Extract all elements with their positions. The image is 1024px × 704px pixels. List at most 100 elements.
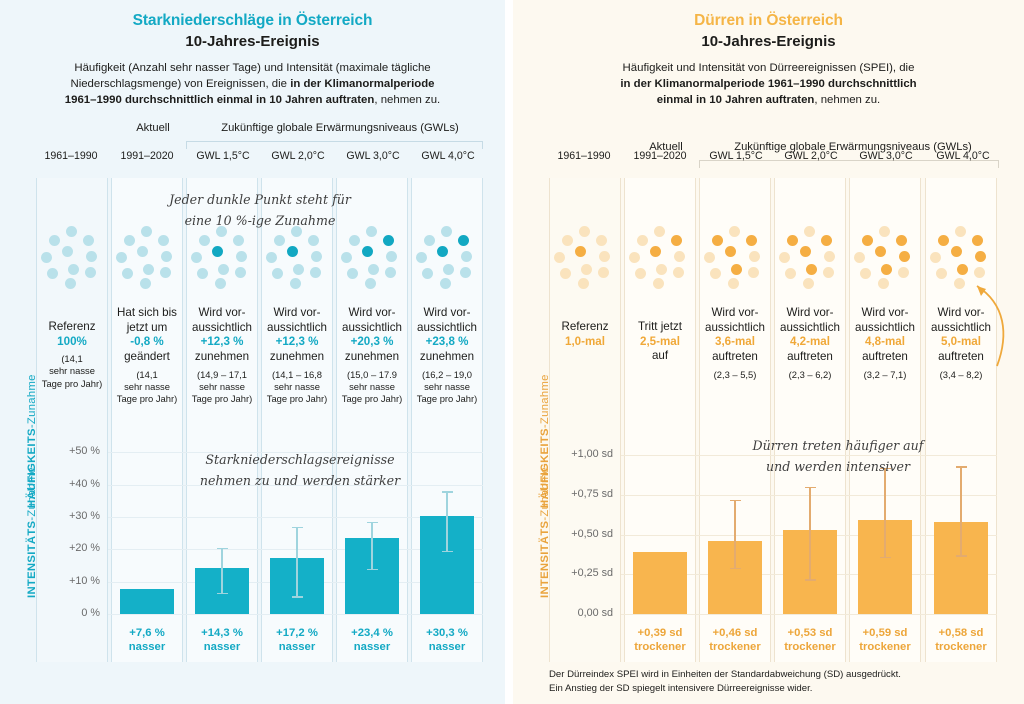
right-grid: HÄUFIGKEITS-Zunahme INTENSITÄTS-Zunahme … xyxy=(513,178,1024,662)
left-freq-text-2: Wird vor-aussichtlich +12,3 % zunehmen (14,… xyxy=(186,306,258,405)
pictogram-dot-light xyxy=(347,268,358,279)
pictogram-dot-light xyxy=(199,235,210,246)
pictogram-dot-light xyxy=(197,268,208,279)
chart-y-tick-label: 0 % xyxy=(81,607,100,619)
right-intro: Häufigkeit und Intensität von Dürreereig… xyxy=(513,60,1024,109)
pictogram-dot-light xyxy=(311,251,322,262)
chart-error-cap-upper xyxy=(804,486,816,489)
chart-bar-label: +0,53 sd trockener xyxy=(784,627,836,654)
left-annotation-intensity-line1: Starkniederschlagsereignisse xyxy=(205,452,395,467)
right-title: Dürren in Österreich xyxy=(694,12,843,29)
chart-error-cap-upper xyxy=(216,547,228,550)
right-footnote-line1: Der Dürreindex SPEI wird in Einheiten de… xyxy=(549,669,901,680)
pictogram-dot-light xyxy=(122,268,133,279)
right-header-current: Aktuell xyxy=(649,140,683,153)
pictogram-dot-light xyxy=(598,267,609,278)
pictogram-dot-light xyxy=(729,226,740,237)
pictogram-dot-dark xyxy=(212,246,223,257)
chart-error-cap-lower xyxy=(955,555,967,557)
pictogram-dot-light xyxy=(218,264,229,275)
right-header: Dürren in Österreich 10-Jahres-Ereignis … xyxy=(513,0,1024,109)
chart-bar-label: +0,39 sd trockener xyxy=(634,627,686,654)
chart-y-tick-label: 0,00 sd xyxy=(577,607,613,619)
pictogram-dot-light xyxy=(137,246,148,257)
chart-bar-label: +14,3 % nasser xyxy=(201,627,243,654)
pictogram-dot-light xyxy=(143,264,154,275)
chart-error-bar xyxy=(884,467,886,557)
pictogram-dot-light xyxy=(274,235,285,246)
pictogram-dot-light xyxy=(308,235,319,246)
chart-error-cap-upper xyxy=(366,521,378,524)
freq-value: 4,8-mal xyxy=(865,335,905,349)
pictogram-dot-dark xyxy=(437,246,448,257)
right-freq-text-3: Wird vor-aussichtlich 4,2-mal auftreten (2,… xyxy=(774,306,846,381)
pictogram-dot-dark xyxy=(671,235,682,246)
chart-bar xyxy=(120,589,174,614)
pictogram-dot-light xyxy=(368,264,379,275)
chart-error-cap-upper xyxy=(291,526,303,529)
pictogram-dot-dark xyxy=(862,235,873,246)
pictogram-dot-light xyxy=(635,268,646,279)
freq-range: (14,1 – 16,8 sehr nasse Tage pro Jahr) xyxy=(266,368,328,404)
chart-y-tick-label: +20 % xyxy=(69,542,100,555)
freq-range: (15,0 – 17.9 sehr nasse Tage pro Jahr) xyxy=(341,368,403,404)
freq-range: (2,3 – 6,2) xyxy=(788,368,832,380)
freq-value: 4,2-mal xyxy=(790,335,830,349)
left-period-2: GWL 1,5°C xyxy=(196,150,250,162)
chart-error-bar xyxy=(221,547,223,593)
pictogram-dot-light xyxy=(562,235,573,246)
pictogram-dot-light xyxy=(579,226,590,237)
chart-y-tick-label: +10 % xyxy=(69,574,100,587)
freq-lead: Hat sich bis jetzt um xyxy=(117,306,177,334)
right-intro-line3: , nehmen zu. xyxy=(814,94,881,107)
pictogram-dot-light xyxy=(560,268,571,279)
chart-gridline xyxy=(108,452,483,454)
panel-heavy-precipitation: Starkniederschläge in Österreich 10-Jahr… xyxy=(0,0,505,704)
chart-error-cap-lower xyxy=(729,567,741,570)
pictogram-dot-light xyxy=(85,267,96,278)
freq-lead: Wird vor-aussichtlich xyxy=(417,306,477,334)
chart-bar-label: +0,46 sd trockener xyxy=(709,627,761,654)
pictogram-dot-light xyxy=(161,251,172,262)
left-annotation-intensity-line2: nehmen zu und werden stärker xyxy=(199,472,401,488)
chart-bar-label: +30,3 % nasser xyxy=(426,627,468,654)
pictogram-dot-light xyxy=(86,251,97,262)
pictogram-dot-light xyxy=(290,278,301,289)
pictogram-dot-light xyxy=(424,235,435,246)
pictogram-dot-light xyxy=(293,264,304,275)
pictogram-dot-light xyxy=(710,268,721,279)
chart-error-cap-lower xyxy=(879,556,891,559)
chart-error-bar xyxy=(960,466,962,556)
pictogram-dot-light xyxy=(974,267,985,278)
pictogram-dot-light xyxy=(216,226,227,237)
chart-error-cap-lower xyxy=(366,568,378,571)
left-intro-bold1: in der Klimanormalperiode xyxy=(290,78,435,91)
right-period-5: GWL 4,0°C xyxy=(936,150,990,162)
pictogram-dot-dark xyxy=(362,246,373,257)
freq-range: (3,2 – 7,1) xyxy=(863,368,907,380)
chart-error-cap-upper xyxy=(879,467,891,470)
left-header-future: Zukünftige globale Erwärmungsniveaus (GW… xyxy=(221,121,459,134)
chart-gridline xyxy=(621,494,997,496)
chart-y-tick-label: +0,25 sd xyxy=(571,567,613,580)
right-freq-text-5: Wird vor-aussichtlich 5,0-mal auftreten (3,… xyxy=(925,306,997,381)
pictogram-dot-light xyxy=(936,268,947,279)
freq-lead: Wird vor-aussichtlich xyxy=(855,306,915,334)
pictogram-dot-dark xyxy=(712,235,723,246)
pictogram-dot-light xyxy=(416,252,427,263)
right-footnote: Der Dürreindex SPEI wird in Einheiten de… xyxy=(549,668,1009,697)
chart-error-cap-upper xyxy=(955,466,967,468)
pictogram-dot-light xyxy=(158,235,169,246)
pictogram-dot-dark xyxy=(957,264,968,275)
right-period-1: 1991–2020 xyxy=(633,150,687,162)
pictogram-dot-dark xyxy=(575,246,586,257)
left-period-4: GWL 3,0°C xyxy=(346,150,400,162)
right-footnote-line2: Ein Anstieg der SD spiegelt intensivere … xyxy=(549,683,813,695)
pictogram-dot-dark xyxy=(800,246,811,257)
pictogram-dot-light xyxy=(386,251,397,262)
chart-gridline xyxy=(108,484,483,486)
pictogram-dot-dark xyxy=(287,246,298,257)
pictogram-dot-light xyxy=(728,278,739,289)
left-freq-text-1: Hat sich bis jetzt um -0,8 % geändert (14,1 s… xyxy=(111,306,183,405)
pictogram-dot-light xyxy=(674,251,685,262)
